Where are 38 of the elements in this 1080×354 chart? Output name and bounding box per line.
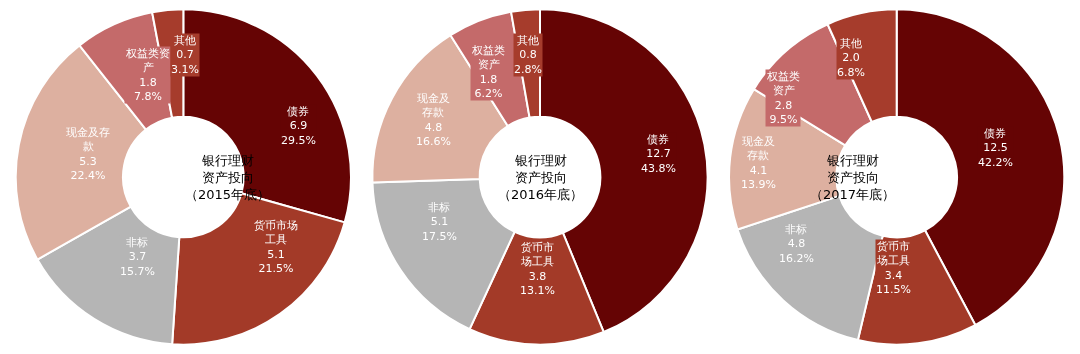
data-label: 12.7 43.8% bbox=[641, 147, 676, 175]
slice-label: 非标 bbox=[428, 201, 451, 214]
slice-label: 货币市场工具 bbox=[254, 219, 298, 247]
data-label: 4.1 13.9% bbox=[741, 163, 776, 191]
data-label: 3.7 15.7% bbox=[120, 250, 155, 278]
data-label: 3.8 13.1% bbox=[520, 269, 555, 297]
slice-label: 其他 bbox=[839, 37, 862, 50]
slice-label: 现金及存款 bbox=[741, 135, 775, 163]
slice-label: 债券 bbox=[287, 105, 310, 118]
data-label: 4.8 16.6% bbox=[416, 120, 451, 148]
data-label: 6.9 29.5% bbox=[281, 119, 316, 147]
slice-label: 其他 bbox=[516, 34, 539, 47]
slice-label: 现金及存款 bbox=[416, 92, 450, 120]
data-label: 2.0 6.8% bbox=[837, 51, 865, 79]
slice-label: 非标 bbox=[785, 223, 808, 236]
data-label: 0.8 2.8% bbox=[514, 48, 542, 76]
slice-label: 权益类资产 bbox=[471, 44, 505, 72]
slice-label: 现金及存款 bbox=[66, 126, 110, 154]
data-label: 0.7 3.1% bbox=[171, 48, 199, 76]
data-label: 12.5 42.2% bbox=[978, 141, 1013, 169]
slice-label: 权益类资产 bbox=[125, 47, 170, 75]
slice-label: 非标 bbox=[126, 236, 149, 249]
data-label: 4.8 16.2% bbox=[779, 237, 814, 265]
slice-label: 债券 bbox=[647, 133, 670, 146]
data-label: 5.3 22.4% bbox=[70, 154, 106, 182]
slice-label: 货币市场工具 bbox=[520, 241, 554, 269]
data-label: 5.1 21.5% bbox=[258, 247, 294, 275]
slice-label: 权益类资产 bbox=[766, 70, 800, 98]
data-label: 2.8 9.5% bbox=[769, 98, 798, 126]
text: 银行理财资产投向（2016年底） bbox=[498, 153, 584, 202]
slice-label: 其他 bbox=[173, 34, 196, 47]
data-label: 3.4 11.5% bbox=[876, 268, 911, 296]
data-label: 5.1 17.5% bbox=[422, 215, 457, 243]
slice-label: 债券 bbox=[984, 127, 1007, 140]
data-label: 1.8 6.2% bbox=[474, 72, 503, 100]
data-label: 1.8 7.8% bbox=[134, 75, 162, 103]
text: 银行理财资产投向（2017年底） bbox=[810, 153, 896, 202]
slice-label: 货币市场工具 bbox=[876, 240, 910, 268]
